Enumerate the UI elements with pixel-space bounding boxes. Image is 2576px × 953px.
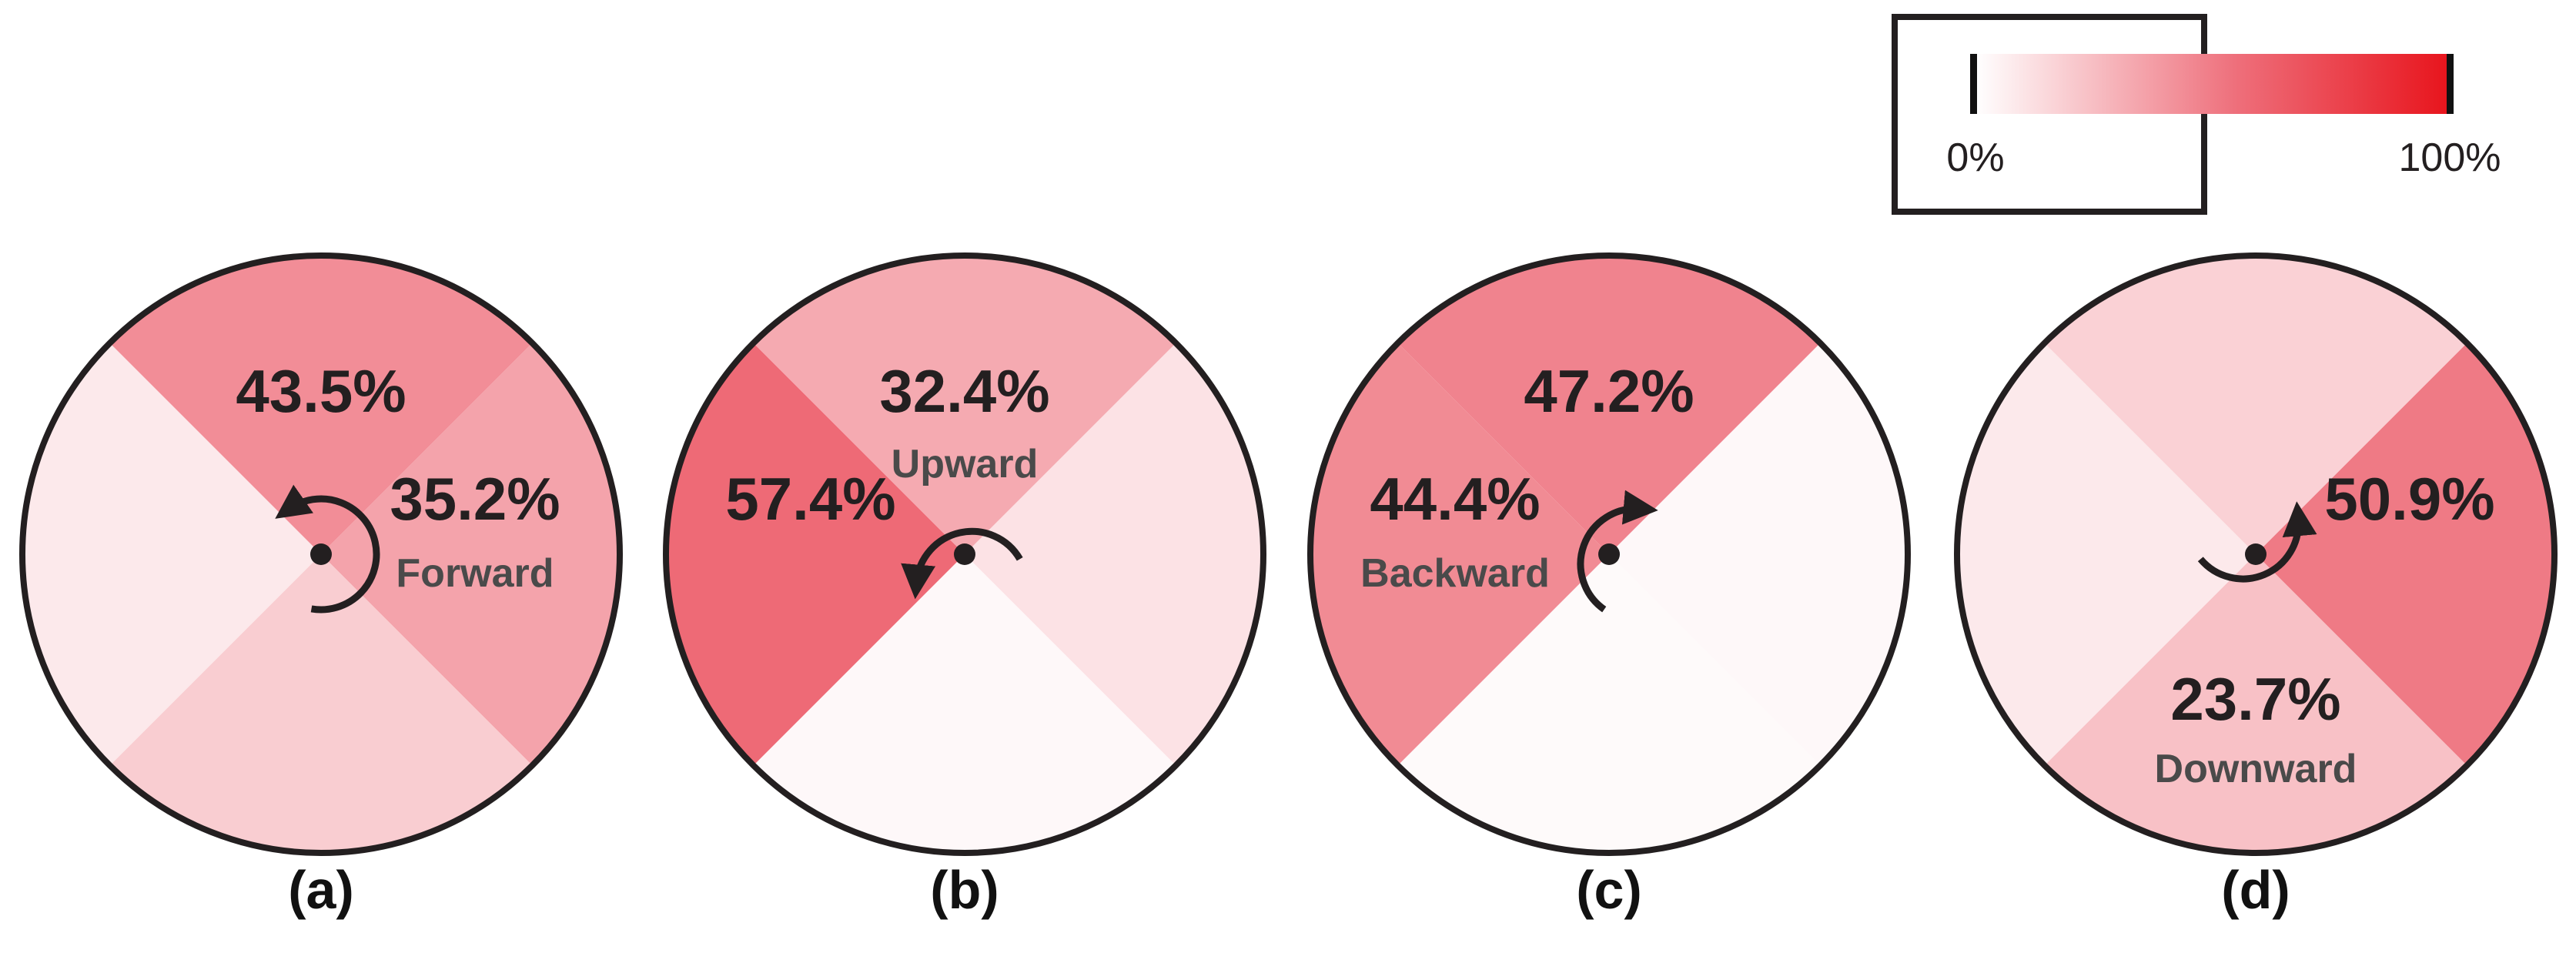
panel-caption: (d) xyxy=(2221,860,2290,920)
rotation-arrow-icon xyxy=(275,484,380,614)
circle-outline xyxy=(663,252,1266,856)
center-dot xyxy=(1598,543,1620,565)
sector-top xyxy=(2044,256,2467,554)
sector-left xyxy=(1957,343,2256,766)
center-dot xyxy=(954,543,975,565)
panel-caption: (a) xyxy=(288,860,354,920)
value-label-top: 32.4% xyxy=(879,357,1049,425)
rotation-arrow-icon xyxy=(1577,490,1658,613)
value-label-top: 43.5% xyxy=(236,357,406,425)
direction-label: Backward xyxy=(1360,551,1550,596)
panel-d: 50.9% 23.7% Downward (d) xyxy=(1954,252,2558,920)
center-dot xyxy=(310,543,332,565)
sector-top xyxy=(753,255,1176,554)
legend-tick-max xyxy=(2447,54,2454,114)
rotation-arrow-icon xyxy=(901,527,1023,600)
rotation-arrow-icon xyxy=(2197,501,2317,583)
panel-a: 43.5% 35.2% Forward (a) xyxy=(19,252,623,920)
legend-min-label: 0% xyxy=(1946,135,2004,180)
sector-bottom xyxy=(753,554,1176,853)
value-label-top: 47.2% xyxy=(1524,357,1694,425)
legend: 0% 100% xyxy=(1892,14,2501,215)
value-label-right: 35.2% xyxy=(390,465,560,533)
circle-outline xyxy=(1954,252,2558,856)
value-label-bottom: 23.7% xyxy=(2170,665,2340,733)
sector-top xyxy=(1397,255,1821,554)
legend-frame xyxy=(1892,14,2207,215)
legend-colorbar xyxy=(1975,54,2450,114)
sector-left xyxy=(22,343,322,766)
sector-bottom xyxy=(2044,554,2467,853)
sector-right xyxy=(1609,343,1909,766)
direction-label: Downward xyxy=(2155,747,2357,791)
panel-c: 47.2% 44.4% Backward (c) xyxy=(1307,252,1911,920)
sector-left xyxy=(666,343,965,766)
center-dot xyxy=(2245,543,2267,565)
sector-right xyxy=(965,343,1263,766)
sector-right xyxy=(2256,343,2554,766)
legend-max-label: 100% xyxy=(2399,135,2501,180)
direction-label: Forward xyxy=(396,551,554,596)
panel-caption: (c) xyxy=(1576,860,1642,920)
circle-outline xyxy=(19,252,623,856)
sector-right xyxy=(321,343,620,766)
direction-label: Upward xyxy=(892,442,1039,487)
sector-bottom xyxy=(109,554,533,853)
sector-top xyxy=(109,256,533,554)
value-label-right: 50.9% xyxy=(2324,465,2494,533)
circle-outline xyxy=(1307,252,1911,856)
value-label-left: 57.4% xyxy=(725,465,895,533)
value-label-left: 44.4% xyxy=(1370,465,1540,533)
sector-bottom xyxy=(1397,554,1821,853)
sector-left xyxy=(1310,343,1609,766)
legend-tick-min xyxy=(1970,54,1977,114)
panel-caption: (b) xyxy=(930,860,999,920)
